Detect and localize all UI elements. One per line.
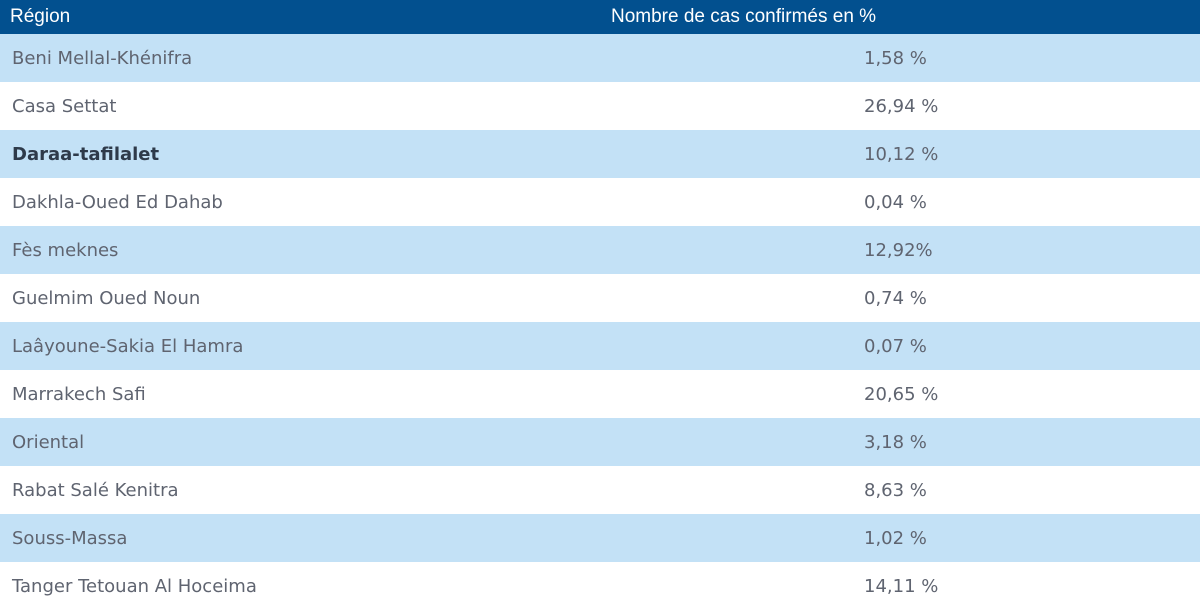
column-header-value: Nombre de cas confirmés en % — [611, 6, 877, 27]
region-cell: Souss-Massa — [12, 527, 128, 549]
table-row: Souss-Massa 1,02 % — [0, 514, 1200, 562]
table-row: Marrakech Safi 20,65 % — [0, 370, 1200, 418]
value-cell: 0,04 % — [864, 191, 927, 213]
region-cell: Casa Settat — [12, 95, 117, 117]
region-cell: Fès meknes — [12, 239, 119, 261]
column-header-region: Région — [10, 6, 71, 27]
value-cell: 8,63 % — [864, 479, 927, 501]
table-row: Rabat Salé Kenitra 8,63 % — [0, 466, 1200, 514]
value-cell: 1,58 % — [864, 47, 927, 69]
region-cell: Laâyoune-Sakia El Hamra — [12, 335, 244, 357]
table-row: Dakhla-Oued Ed Dahab 0,04 % — [0, 178, 1200, 226]
region-cell: Daraa-tafilalet — [12, 143, 160, 165]
region-cell: Dakhla-Oued Ed Dahab — [12, 191, 223, 213]
region-cell: Guelmim Oued Noun — [12, 287, 201, 309]
table-row: Daraa-tafilalet 10,12 % — [0, 130, 1200, 178]
table-row: Beni Mellal-Khénifra 1,58 % — [0, 34, 1200, 82]
value-cell: 26,94 % — [864, 95, 939, 117]
region-cell: Rabat Salé Kenitra — [12, 479, 179, 501]
value-cell: 10,12 % — [864, 143, 939, 165]
region-cell: Tanger Tetouan Al Hoceima — [12, 575, 257, 597]
region-cell: Beni Mellal-Khénifra — [12, 47, 193, 69]
value-cell: 20,65 % — [864, 383, 939, 405]
table-row: Laâyoune-Sakia El Hamra 0,07 % — [0, 322, 1200, 370]
value-cell: 12,92% — [864, 239, 933, 261]
value-cell: 0,07 % — [864, 335, 927, 357]
value-cell: 1,02 % — [864, 527, 927, 549]
table-row: Tanger Tetouan Al Hoceima 14,11 % — [0, 562, 1200, 600]
table-row: Oriental 3,18 % — [0, 418, 1200, 466]
value-cell: 3,18 % — [864, 431, 927, 453]
table-header: Région Nombre de cas confirmés en % — [0, 0, 1200, 34]
region-cell: Oriental — [12, 431, 85, 453]
table-row: Guelmim Oued Noun 0,74 % — [0, 274, 1200, 322]
table-body: Beni Mellal-Khénifra 1,58 % Casa Settat … — [0, 34, 1200, 600]
table-row: Fès meknes 12,92% — [0, 226, 1200, 274]
table-row: Casa Settat 26,94 % — [0, 82, 1200, 130]
region-cell: Marrakech Safi — [12, 383, 146, 405]
value-cell: 14,11 % — [864, 575, 939, 597]
value-cell: 0,74 % — [864, 287, 927, 309]
